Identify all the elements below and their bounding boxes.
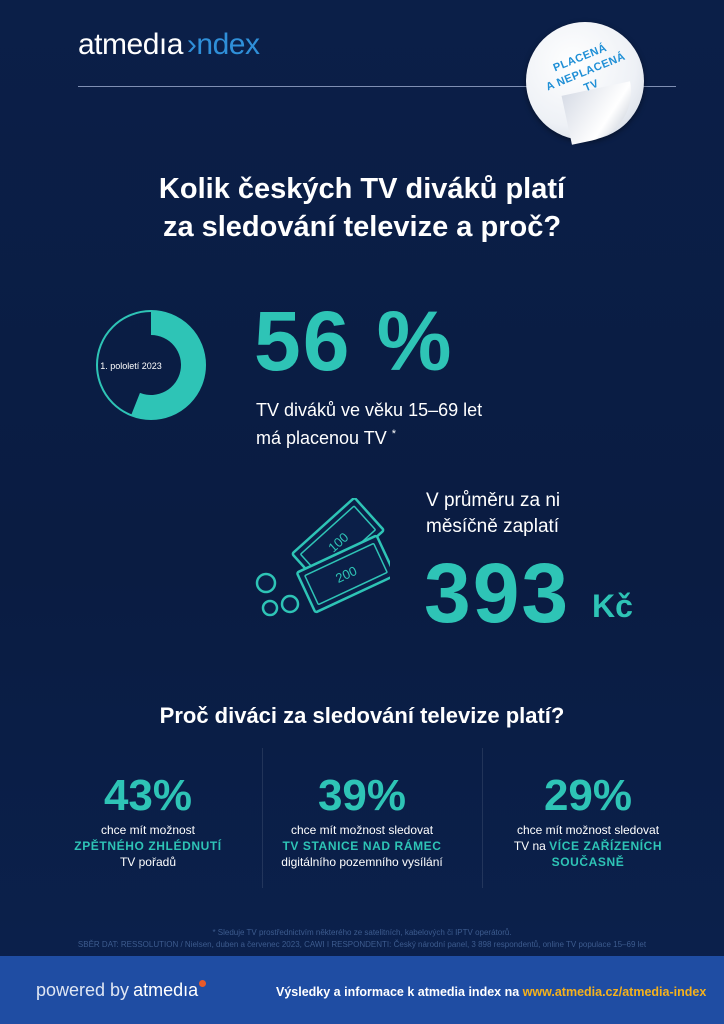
- footer-band: [0, 956, 724, 1024]
- reason-line: chce mít možnost sledovat: [290, 823, 434, 837]
- powered-by-atmedia: powered by atmedıa: [36, 980, 207, 1001]
- column-divider: [482, 748, 483, 888]
- paid-share-desc-text: má placenou TV: [256, 428, 387, 448]
- logo-index-text: ›ndex: [186, 28, 260, 61]
- reason-catchup: 43% chce mít možnost ZPĚTNÉHO ZHLÉDNUTÍ …: [48, 770, 248, 870]
- reason-percent: 43%: [103, 771, 193, 820]
- reason-line: TV pořadů: [119, 855, 177, 869]
- reason-highlight: TV STANICE NAD RÁMEC: [282, 839, 442, 853]
- brand-dot-icon: [199, 980, 207, 987]
- donut-arc: [131, 311, 205, 419]
- reason-prefix: TV na: [513, 839, 546, 853]
- reason-line: chce mít možnost sledovat: [516, 823, 660, 837]
- reason-percent: 29%: [543, 771, 633, 820]
- footnote-methodology: SBĚR DAT: RESSOLUTION / Nielsen, duben a…: [77, 940, 647, 949]
- logo-brand-text: atmedıa: [78, 28, 183, 61]
- header-divider: [78, 86, 676, 87]
- reason-percent: 39%: [317, 771, 407, 820]
- paid-share-desc-line-1: TV diváků ve věku 15–69 let: [256, 400, 483, 420]
- reason-extra-stations: 39% chce mít možnost sledovat TV STANICE…: [262, 770, 462, 870]
- footer-url-link[interactable]: www.atmedia.cz/atmedia-index: [522, 985, 707, 999]
- paid-share-description: TV diváků ve věku 15–69 let má placenou …: [256, 398, 482, 450]
- reason-highlight: SOUČASNĚ: [551, 855, 625, 869]
- banknote-200: [296, 534, 390, 614]
- title-line-1: Kolik českých TV diváků platí: [158, 173, 566, 205]
- title-line-2: za sledování televize a proč?: [162, 211, 562, 243]
- footnote-operators: * Sleduje TV prostřednictvím některého z…: [212, 928, 512, 937]
- paid-share-desc-line-2: má placenou TV *: [256, 422, 482, 450]
- reason-multiple-devices: 29% chce mít možnost sledovat TV na VÍCE…: [488, 770, 688, 870]
- money-icon: 100 200: [255, 498, 390, 617]
- average-payment-description: V průměru za ni měsíčně zaplatí: [426, 488, 560, 540]
- average-payment-value: 393: [424, 546, 571, 640]
- paid-share-value: 56 %: [254, 294, 454, 388]
- footer-info: Výsledky a informace k atmedia index na …: [276, 985, 706, 999]
- currency-unit: Kč: [592, 588, 633, 624]
- reason-line: chce mít možnost: [100, 823, 196, 837]
- coin-icon: [255, 572, 277, 594]
- column-divider: [262, 748, 263, 888]
- average-desc-line-1: V průměru za ni: [426, 490, 561, 511]
- footer-brand: atmedıa: [133, 980, 199, 1000]
- reason-highlight: VÍCE ZAŘÍZENÍCH: [549, 839, 663, 853]
- reason-line-mixed: TV na VÍCE ZAŘÍZENÍCH: [488, 838, 688, 854]
- footnote-asterisk: *: [391, 428, 397, 440]
- paid-tv-donut: 1. pololetí 2023: [96, 310, 206, 420]
- footer-info-text: Výsledky a informace k atmedia index na: [276, 985, 520, 999]
- donut-label: 1. pololetí 2023: [100, 361, 162, 371]
- average-desc-line-2: měsíčně zaplatí: [426, 516, 560, 537]
- reasons-title: Proč diváci za sledování televize platí?: [159, 703, 565, 728]
- reason-highlight: ZPĚTNÉHO ZHLÉDNUTÍ: [74, 839, 222, 853]
- reason-line: digitálního pozemního vysílání: [281, 855, 443, 869]
- coin-icon: [261, 599, 279, 617]
- coin-icon: [280, 594, 300, 614]
- page-title: Kolik českých TV diváků platí za sledová…: [40, 170, 684, 246]
- atmedia-index-logo: atmedıa ›ndex: [78, 28, 260, 62]
- powered-by-text: powered by: [36, 980, 130, 1000]
